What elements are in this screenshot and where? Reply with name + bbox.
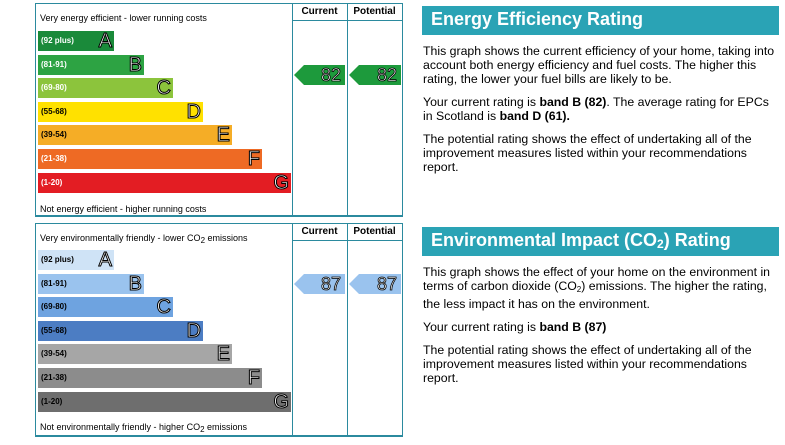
band-letter: G (273, 390, 290, 413)
band-letter: A (98, 249, 112, 271)
potential-column-divider (347, 224, 348, 436)
band-range-label: (81-91) (41, 278, 67, 288)
band-letter: D (186, 319, 201, 342)
band-range-label: (39-54) (41, 349, 67, 359)
band-range-label: (55-68) (41, 106, 67, 116)
band-range-label: (92 plus) (41, 36, 74, 45)
header-divider (292, 20, 402, 21)
footer-divider (36, 435, 402, 436)
band-b: (81-91) B (38, 272, 144, 295)
current-column-header: Current (301, 6, 338, 17)
band-letter: C (156, 77, 171, 100)
potential-rating-paragraph: The potential rating shows the effect of… (423, 343, 752, 385)
current-rating-arrow: 82 (294, 65, 345, 85)
band-range-label: (39-54) (41, 130, 67, 140)
chart-top-caption: Very environmentally friendly - lower CO… (40, 233, 248, 245)
band-c: (69-80) C (38, 296, 173, 319)
footer-divider (36, 215, 402, 216)
band-letter: F (247, 148, 260, 170)
band-f: (21-38) F (38, 148, 262, 170)
current-rating-value: 87 (320, 274, 342, 294)
potential-rating-paragraph: The potential rating shows the effect of… (423, 132, 752, 174)
band-range-label: (55-68) (41, 325, 67, 335)
band-range-label: (81-91) (41, 59, 67, 69)
environmental-impact-panel: Environmental Impact (CO2) Rating This g… (422, 227, 779, 385)
band-g: (1-20) G (38, 390, 291, 413)
current-column-header: Current (301, 226, 338, 237)
band-b: (81-91) B (38, 53, 144, 76)
band-letter: G (273, 171, 290, 194)
band-a: (92 plus) A (38, 30, 114, 52)
potential-rating-value: 82 (376, 65, 398, 85)
band-c: (69-80) C (38, 77, 173, 100)
current-column-divider (292, 4, 293, 216)
panel-title: Environmental Impact (CO2) Rating (422, 227, 779, 256)
energy-efficiency-chart: Current Potential Very energy efficient … (35, 3, 403, 217)
panel-paragraph: This graph shows the current efficiency … (423, 44, 775, 86)
potential-column-header: Potential (353, 6, 396, 17)
chart-top-caption: Very energy efficient - lower running co… (40, 13, 207, 23)
header-divider (292, 240, 402, 241)
band-range-label: (21-38) (41, 154, 67, 163)
chart-bottom-caption: Not energy efficient - higher running co… (40, 204, 207, 214)
band-letter: D (186, 100, 201, 123)
potential-rating-arrow: 82 (349, 65, 401, 85)
environmental-impact-chart: Current Potential Very environmentally f… (35, 223, 403, 437)
band-letter: C (156, 296, 171, 319)
panel-paragraph: This graph shows the effect of your home… (423, 265, 771, 311)
band-e: (39-54) E (38, 124, 232, 147)
band-letter: E (216, 124, 230, 147)
band-d: (55-68) D (38, 100, 203, 123)
potential-column-header: Potential (353, 226, 396, 237)
potential-rating-arrow: 87 (349, 274, 401, 294)
band-g: (1-20) G (38, 171, 291, 194)
energy-efficiency-panel: Energy Efficiency Rating This graph show… (422, 6, 779, 174)
band-e: (39-54) E (38, 343, 232, 366)
band-letter: B (128, 272, 142, 295)
panel-title: Energy Efficiency Rating (422, 6, 779, 35)
band-range-label: (1-20) (41, 177, 63, 187)
current-rating-value: 82 (320, 65, 342, 85)
potential-column-divider (347, 4, 348, 216)
current-rating-paragraph: Your current rating is band B (87) (423, 320, 607, 334)
band-letter: B (128, 53, 142, 76)
band-f: (21-38) F (38, 367, 262, 389)
band-range-label: (1-20) (41, 396, 63, 406)
current-column-divider (292, 224, 293, 436)
potential-rating-value: 87 (376, 274, 398, 294)
band-letter: F (247, 367, 260, 389)
band-letter: A (98, 30, 112, 52)
current-rating-arrow: 87 (294, 274, 345, 294)
band-a: (92 plus) A (38, 249, 114, 271)
band-range-label: (69-80) (41, 302, 67, 312)
band-range-label: (69-80) (41, 83, 67, 93)
band-range-label: (21-38) (41, 373, 67, 382)
band-letter: E (216, 343, 230, 366)
current-rating-paragraph: Your current rating is band B (82). The … (423, 95, 769, 123)
band-range-label: (92 plus) (41, 255, 74, 264)
band-d: (55-68) D (38, 319, 203, 342)
chart-bottom-caption: Not environmentally friendly - higher CO… (40, 422, 248, 434)
